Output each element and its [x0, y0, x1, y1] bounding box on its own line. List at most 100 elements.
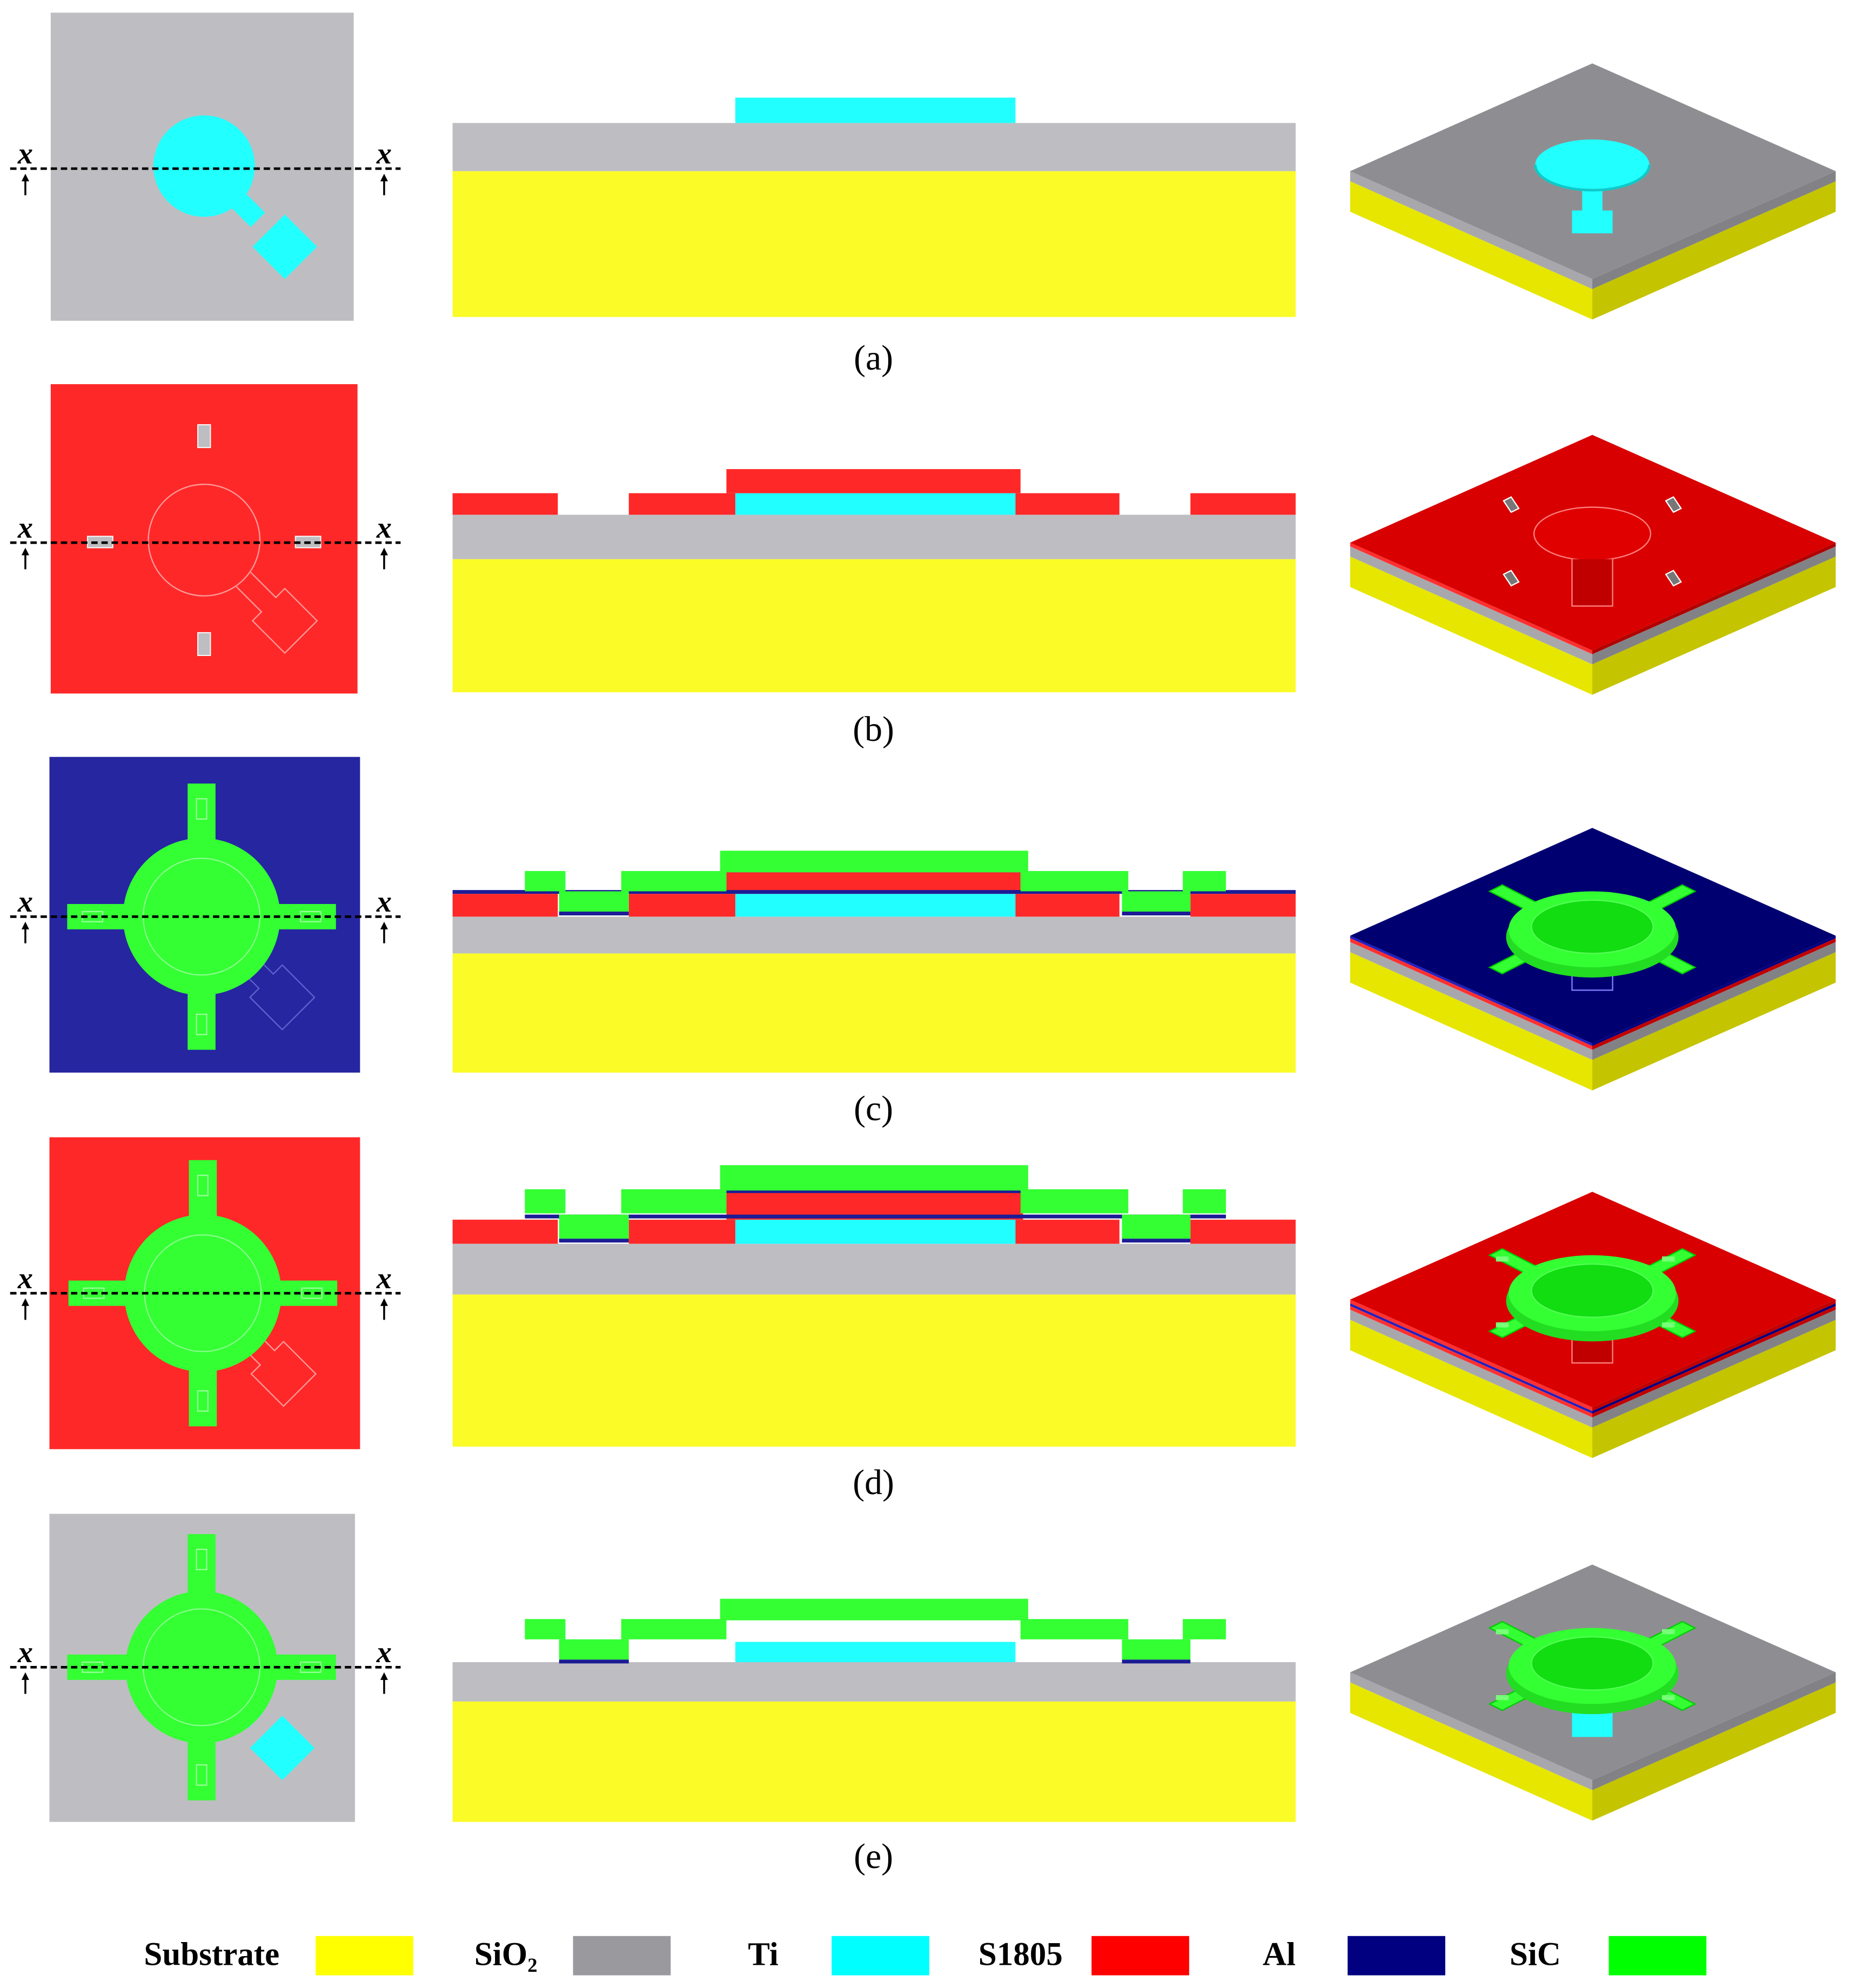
- side-right: [1592, 938, 1836, 1050]
- cross-section-c: [452, 851, 1296, 1073]
- ti-pad: [1572, 210, 1613, 233]
- cross-section-b-layer: [452, 514, 1296, 559]
- labels: x x x x x x x x x x (a) (b) (c) (d) (e) Substrate SiO₂ Ti…: [17, 137, 1561, 1973]
- side-right: [1592, 181, 1836, 320]
- cross-section-d-layer: [735, 1220, 1016, 1244]
- iso-view-a: [1350, 63, 1836, 320]
- side-right: [1592, 942, 1836, 1060]
- section-marker: x: [376, 1636, 392, 1669]
- cross-section-e-layer: [720, 1598, 1028, 1621]
- top-view-a: [50, 12, 354, 321]
- cross-section-b-layer: [628, 493, 735, 515]
- side-left: [1350, 557, 1592, 695]
- sic-inner: [1531, 899, 1654, 954]
- legend-label: Ti: [748, 1937, 779, 1973]
- slot: [1665, 570, 1682, 587]
- handle-outline: [234, 1325, 317, 1407]
- side-right: [1592, 557, 1836, 695]
- section-marker: x: [376, 885, 392, 919]
- legend-label: SiO₂: [474, 1937, 538, 1973]
- section-marker: x: [17, 137, 33, 171]
- legend-swatch: [573, 1936, 671, 1976]
- handle-outline: [233, 948, 316, 1031]
- side-left: [1350, 1309, 1592, 1428]
- side-left: [1350, 952, 1592, 1090]
- side-left: [1350, 1303, 1592, 1414]
- section-marker: x: [376, 137, 392, 171]
- handle-outline: [233, 948, 316, 1031]
- ti-edge: [1534, 164, 1651, 192]
- sic-slot: [196, 1013, 207, 1035]
- cross-section-e-layer: [621, 1619, 727, 1639]
- section-arrow-head: [21, 547, 29, 555]
- cross-section-a: [452, 97, 1296, 317]
- cross-section-b-layer: [452, 493, 558, 515]
- side-right: [1592, 1309, 1836, 1428]
- handle-outline: [236, 572, 318, 654]
- cross-section-d-layer: [1015, 1220, 1120, 1244]
- cross-section-b-layer: [726, 469, 1021, 493]
- top-view-e: [49, 1514, 355, 1822]
- cross-section-e-layer: [452, 1701, 1296, 1822]
- side-right: [1592, 952, 1836, 1090]
- slot: [197, 632, 211, 656]
- section-arrow-head: [380, 547, 388, 555]
- cross-section-d-layer: [720, 1165, 1028, 1191]
- side-left: [1350, 171, 1592, 289]
- iso-view-c: [1350, 828, 1836, 1090]
- side-left: [1350, 181, 1592, 320]
- section-marker: x: [17, 1262, 33, 1295]
- disk-outline: [148, 484, 261, 597]
- sic-inner: [1531, 1263, 1654, 1318]
- legend-swatch: [316, 1936, 413, 1976]
- handle-outline: [234, 1325, 317, 1407]
- cross-section-c-layer: [452, 890, 1296, 894]
- cross-section-c-layer: [452, 953, 1296, 1073]
- cross-section-d-layer: [726, 1189, 1023, 1193]
- panel-label: (d): [853, 1463, 894, 1502]
- cross-section-e-layer: [559, 1639, 629, 1660]
- cross-section-b-layer: [1190, 493, 1296, 515]
- cross-section-c-layer: [735, 894, 1016, 917]
- side-left: [1350, 543, 1592, 654]
- ti-pad: [1572, 1711, 1613, 1737]
- cross-section-c-layer: [559, 911, 629, 916]
- side-left: [1350, 1320, 1592, 1458]
- cross-section-b-layer: [452, 559, 1296, 693]
- sic-slot: [196, 1764, 207, 1786]
- cross-section-c-layer: [1190, 894, 1296, 917]
- ti-disk: [153, 115, 255, 217]
- section-arrow-head: [380, 921, 388, 929]
- legend-swatch: [1609, 1936, 1707, 1976]
- legend-swatch: [1091, 1936, 1189, 1976]
- cross-section-d-layer: [1122, 1214, 1191, 1239]
- legend-swatch: [1348, 1936, 1445, 1976]
- section-marker: x: [376, 511, 392, 545]
- sic-slot: [1662, 1695, 1675, 1701]
- side-right: [1592, 1320, 1836, 1458]
- legend-label: S1805: [979, 1937, 1063, 1973]
- section-arrow-head: [21, 173, 29, 182]
- slot: [1665, 496, 1682, 513]
- cross-section-e-layer: [559, 1659, 629, 1664]
- legend-label: Al: [1263, 1937, 1296, 1973]
- cross-section-d-layer: [525, 1214, 1226, 1219]
- side-right: [1592, 1682, 1836, 1821]
- sic-disk: [123, 838, 280, 995]
- slot: [197, 424, 211, 449]
- cross-section-c-layer: [1015, 894, 1120, 917]
- legend-swatch: [832, 1936, 929, 1976]
- cross-section-c-layer: [1122, 891, 1191, 912]
- cross-section-e-layer: [1020, 1619, 1129, 1639]
- cross-section-e-layer: [452, 1662, 1296, 1702]
- cross-section-d-layer: [628, 1220, 735, 1244]
- slot: [1503, 570, 1520, 587]
- iso-view-e: [1350, 1564, 1836, 1821]
- cross-section-e-layer: [1183, 1619, 1226, 1639]
- cross-section-c-layer: [1020, 871, 1129, 892]
- sic-disk: [125, 1591, 278, 1744]
- cross-section-c-layer: [621, 871, 727, 892]
- sic-slot: [1662, 1256, 1675, 1262]
- panel-label: (e): [854, 1837, 893, 1876]
